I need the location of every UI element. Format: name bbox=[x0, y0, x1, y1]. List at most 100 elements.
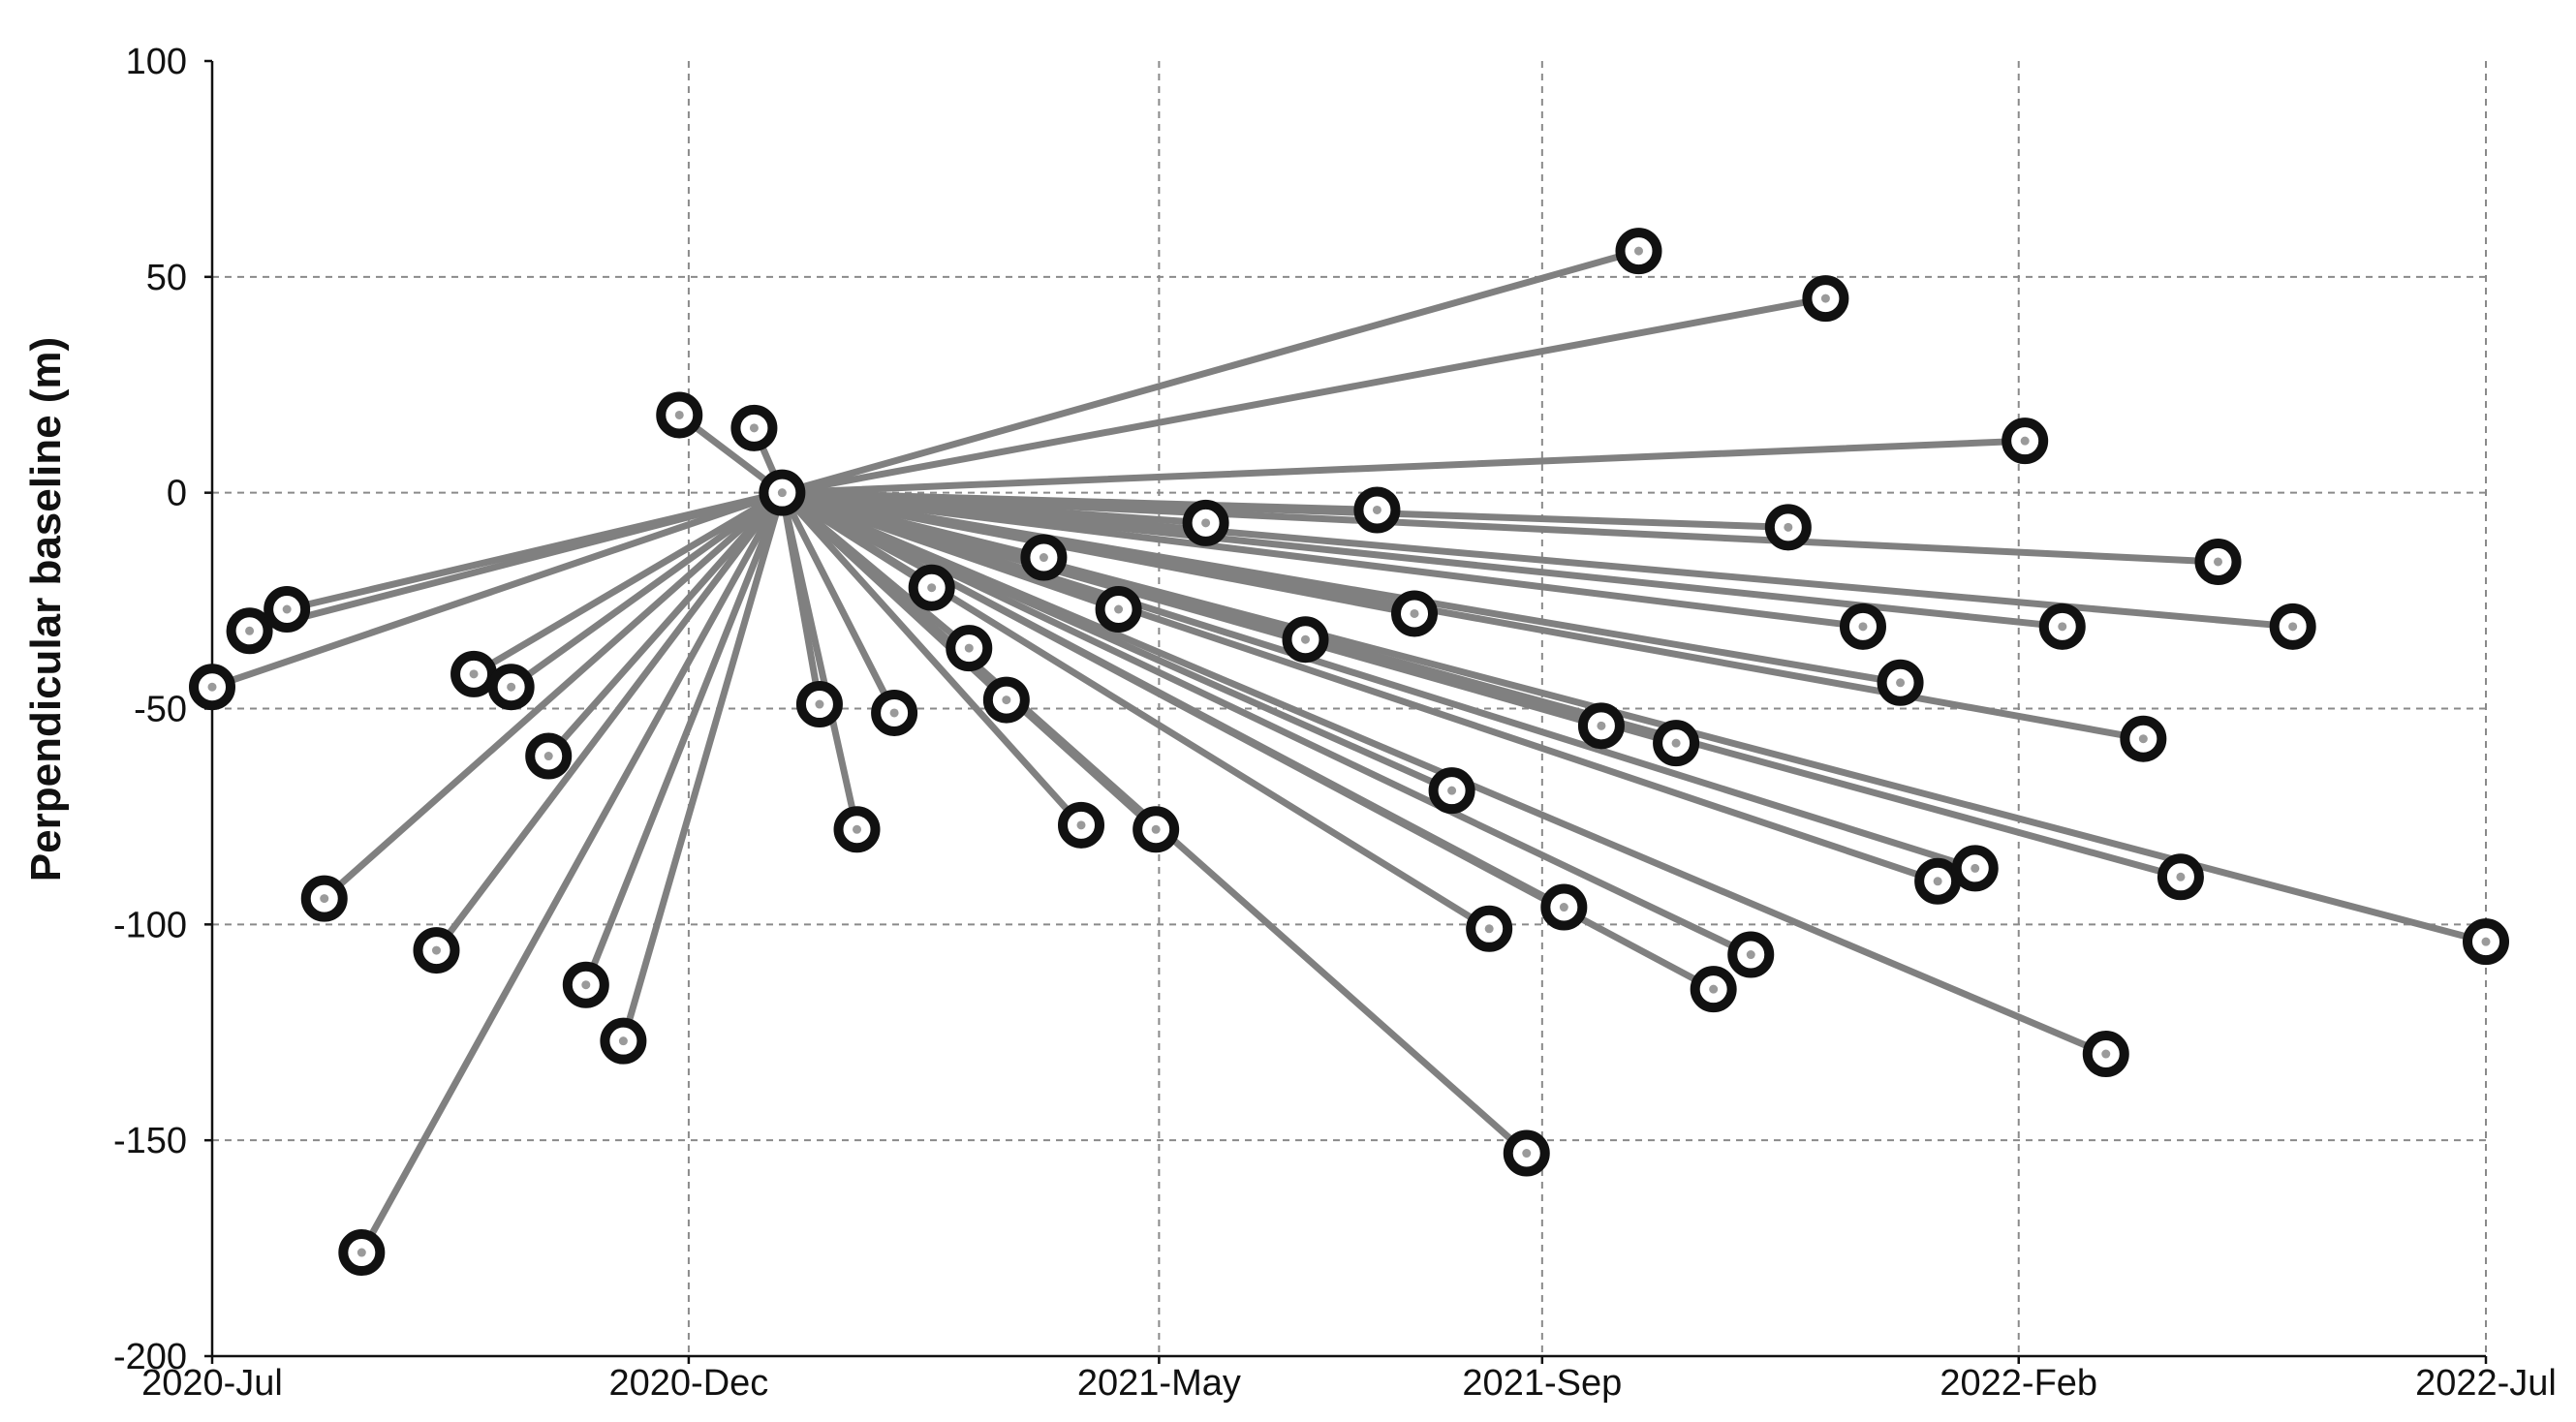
acquisition-point bbox=[1466, 905, 1513, 952]
acquisition-point bbox=[946, 625, 993, 672]
acquisition-point bbox=[1951, 845, 1999, 892]
marker-center bbox=[749, 423, 759, 433]
baseline-edge bbox=[778, 489, 1085, 829]
acquisition-point bbox=[1020, 534, 1068, 581]
marker-center bbox=[1002, 696, 1011, 705]
acquisition-point bbox=[264, 585, 311, 633]
acquisition-point bbox=[982, 676, 1030, 724]
marker-center bbox=[431, 945, 441, 955]
acquisition-point bbox=[1615, 228, 1662, 275]
marker-center bbox=[1933, 877, 1942, 886]
marker-center bbox=[964, 643, 974, 653]
acquisition-point bbox=[2269, 603, 2316, 650]
baseline-edge bbox=[432, 489, 786, 954]
marker-center bbox=[1372, 505, 1381, 514]
acquisition-points bbox=[189, 228, 2509, 1277]
acquisition-point bbox=[2082, 1031, 2129, 1078]
acquisition-point bbox=[1839, 603, 1886, 650]
baseline-edge bbox=[544, 489, 786, 760]
acquisition-point bbox=[1058, 801, 1105, 849]
x-tick-label: 2020-Jul bbox=[141, 1363, 283, 1404]
acquisition-point bbox=[2038, 603, 2086, 650]
marker-center bbox=[1671, 738, 1681, 748]
acquisition-point bbox=[2120, 715, 2167, 762]
acquisition-point bbox=[1764, 504, 1812, 551]
acquisition-point bbox=[1391, 590, 1439, 637]
acquisition-point bbox=[1690, 966, 1737, 1013]
marker-center bbox=[777, 488, 787, 498]
acquisition-point bbox=[189, 664, 235, 711]
marker-center bbox=[207, 682, 217, 692]
acquisition-point bbox=[871, 689, 918, 736]
marker-center bbox=[357, 1248, 366, 1257]
y-axis-title: Perpendicular baseline (m) bbox=[22, 337, 70, 881]
marker-center bbox=[2214, 557, 2223, 567]
acquisition-point bbox=[525, 732, 573, 780]
marker-center bbox=[2481, 937, 2491, 946]
marker-center bbox=[1151, 824, 1161, 834]
baseline-edge bbox=[357, 489, 786, 1256]
y-tick-labels: 100 50 0 -50 -100 -150 -200 bbox=[113, 42, 187, 1377]
acquisition-point bbox=[300, 875, 348, 922]
acquisition-point bbox=[1577, 702, 1625, 750]
marker-center bbox=[581, 980, 591, 990]
grid-lines bbox=[212, 61, 2487, 1356]
x-tick-label: 2021-May bbox=[1077, 1363, 1241, 1404]
acquisition-point bbox=[450, 650, 498, 697]
marker-center bbox=[1201, 518, 1211, 528]
acquisition-point bbox=[833, 806, 881, 853]
plot-frame bbox=[204, 59, 2488, 1364]
y-tick-label: -50 bbox=[134, 690, 187, 730]
baseline-edges bbox=[208, 247, 2490, 1256]
acquisition-point bbox=[1914, 857, 1962, 905]
baseline-edge bbox=[470, 489, 786, 678]
acquisition-point bbox=[2002, 417, 2049, 465]
baseline-edge bbox=[778, 489, 898, 717]
marker-center bbox=[2101, 1049, 2111, 1059]
acquisition-point bbox=[1282, 616, 1329, 664]
baseline-edge bbox=[283, 489, 786, 613]
baseline-edge bbox=[778, 489, 1941, 885]
marker-center bbox=[1114, 604, 1124, 614]
baseline-edge bbox=[778, 489, 1867, 631]
acquisition-point bbox=[2157, 853, 2204, 901]
marker-center bbox=[1522, 1149, 1532, 1159]
marker-center bbox=[245, 626, 255, 635]
acquisition-point bbox=[1428, 767, 1475, 815]
marker-center bbox=[927, 583, 937, 593]
marker-center bbox=[674, 410, 684, 419]
marker-center bbox=[853, 824, 862, 834]
acquisition-point bbox=[1877, 659, 1924, 706]
acquisition-point bbox=[1540, 883, 1588, 931]
baseline-edge bbox=[582, 489, 786, 989]
marker-center bbox=[1709, 984, 1719, 994]
marker-center bbox=[1484, 924, 1494, 934]
y-tick-label: -150 bbox=[113, 1121, 187, 1161]
baseline-edge bbox=[619, 489, 786, 1045]
acquisition-point bbox=[656, 391, 703, 439]
baseline-edge bbox=[778, 489, 2297, 631]
acquisition-point bbox=[730, 404, 778, 451]
baseline-edge bbox=[778, 489, 1493, 933]
marker-center bbox=[2288, 622, 2298, 632]
x-tick-label: 2020-Dec bbox=[609, 1363, 769, 1404]
marker-center bbox=[1300, 634, 1310, 644]
acquisition-point bbox=[2463, 918, 2509, 966]
marker-center bbox=[507, 682, 516, 692]
marker-center bbox=[1597, 721, 1606, 730]
acquisition-point bbox=[1503, 1129, 1550, 1177]
baseline-edge bbox=[778, 489, 2222, 566]
marker-center bbox=[1559, 903, 1568, 912]
marker-center bbox=[320, 894, 329, 904]
baseline-edge bbox=[508, 489, 786, 691]
marker-center bbox=[618, 1036, 628, 1046]
y-tick-label: 100 bbox=[126, 42, 187, 82]
baseline-edge bbox=[778, 247, 1643, 497]
acquisition-point bbox=[2194, 538, 2242, 585]
acquisition-point bbox=[562, 961, 609, 1008]
marker-center bbox=[889, 708, 899, 718]
baseline-edge bbox=[208, 489, 786, 691]
baseline-edge bbox=[778, 489, 1979, 872]
marker-center bbox=[282, 604, 292, 614]
